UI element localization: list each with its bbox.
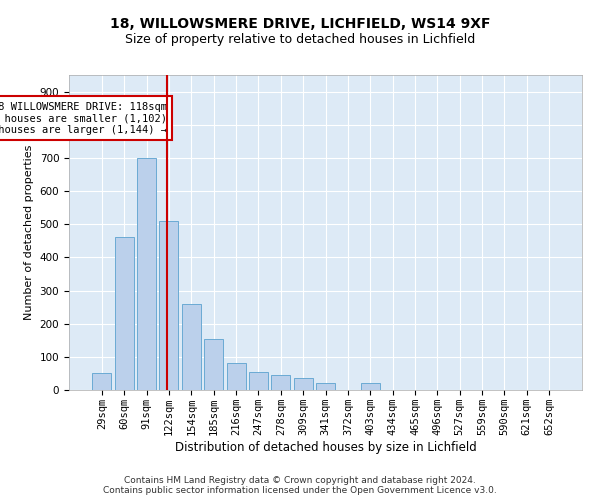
- Bar: [271, 375, 290, 390]
- Text: Contains HM Land Registry data © Crown copyright and database right 2024.
Contai: Contains HM Land Registry data © Crown c…: [103, 476, 497, 495]
- Bar: [115, 238, 134, 390]
- Text: Size of property relative to detached houses in Lichfield: Size of property relative to detached ho…: [125, 32, 475, 46]
- Bar: [227, 364, 245, 390]
- Text: 18 WILLOWSMERE DRIVE: 118sqm
← 49% of detached houses are smaller (1,102)
51% of: 18 WILLOWSMERE DRIVE: 118sqm ← 49% of de…: [0, 102, 167, 134]
- Bar: [316, 384, 335, 390]
- Text: 18, WILLOWSMERE DRIVE, LICHFIELD, WS14 9XF: 18, WILLOWSMERE DRIVE, LICHFIELD, WS14 9…: [110, 18, 490, 32]
- Bar: [160, 221, 178, 390]
- Y-axis label: Number of detached properties: Number of detached properties: [24, 145, 34, 320]
- Bar: [137, 158, 156, 390]
- Bar: [182, 304, 201, 390]
- X-axis label: Distribution of detached houses by size in Lichfield: Distribution of detached houses by size …: [175, 440, 476, 454]
- Bar: [361, 384, 380, 390]
- Bar: [293, 378, 313, 390]
- Bar: [204, 338, 223, 390]
- Bar: [249, 372, 268, 390]
- Bar: [92, 374, 112, 390]
